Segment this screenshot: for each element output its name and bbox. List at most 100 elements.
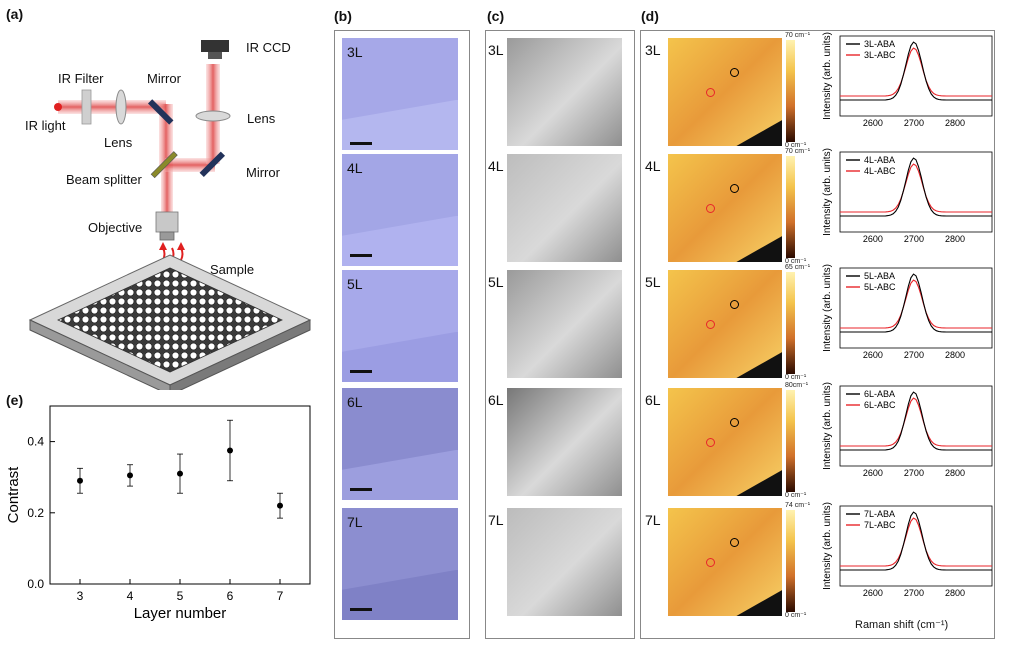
- layer-label: 3L: [347, 44, 363, 60]
- measurement-marker-abc: [706, 320, 715, 329]
- beam-splitter-label: Beam splitter: [66, 172, 142, 187]
- colorbar: [786, 272, 795, 374]
- sample-icon: [28, 254, 312, 390]
- raman-map-tile: [668, 38, 782, 146]
- layer-label: 6L: [488, 392, 504, 408]
- measurement-marker-abc: [706, 88, 715, 97]
- legend-entry: 3L-ABC: [864, 50, 896, 60]
- beam-splitter-icon: [150, 151, 178, 179]
- ir-image-tile: [507, 270, 622, 378]
- data-point: [177, 470, 183, 477]
- ir-light-source-icon: [54, 103, 62, 111]
- layer-label: 6L: [347, 394, 363, 410]
- raman-map-tile: [668, 270, 782, 378]
- panel-label-d: (d): [641, 8, 659, 24]
- lens-icon: [115, 89, 127, 125]
- legend-entry: 7L-ABC: [864, 520, 896, 530]
- spectrum-x-tick: 2600: [863, 118, 883, 128]
- legend-entry: 5L-ABA: [864, 271, 895, 281]
- spectrum-line-abc: [840, 397, 992, 447]
- x-tick-label: 7: [277, 589, 284, 603]
- objective-label: Objective: [88, 220, 143, 235]
- layer-label: 4L: [488, 158, 504, 174]
- data-point: [127, 472, 133, 479]
- spectrum-y-label: Intensity (arb. units): [822, 148, 833, 236]
- y-tick-label: 0.4: [27, 435, 44, 449]
- x-tick-label: 3: [77, 589, 84, 603]
- spectrum-x-tick: 2700: [904, 588, 924, 598]
- colorbar: [786, 390, 795, 492]
- ir-ccd-icon: [201, 40, 229, 52]
- layer-label: 3L: [645, 42, 661, 58]
- spectrum-x-tick: 2800: [945, 234, 965, 244]
- spectrum-line-aba: [840, 511, 992, 571]
- spectrum-x-tick: 2700: [904, 234, 924, 244]
- x-axis-label: Layer number: [134, 605, 227, 622]
- colorbar-min-label: 0 cm⁻¹: [785, 612, 807, 619]
- lens-label: Lens: [104, 135, 133, 150]
- spectrum-y-label: Intensity (arb. units): [822, 502, 833, 590]
- measurement-marker-aba: [730, 184, 739, 193]
- mirror-label: Mirror: [147, 71, 181, 86]
- measurement-marker-aba: [730, 68, 739, 77]
- spectrum-x-tick: 2800: [945, 468, 965, 478]
- ir-filter-icon: [81, 89, 92, 125]
- objective-icon: [155, 211, 179, 241]
- layer-label: 4L: [645, 158, 661, 174]
- colorbar: [786, 40, 795, 142]
- ir-ccd-label: IR CCD: [246, 40, 291, 55]
- spectrum-line-abc: [840, 163, 992, 213]
- spectrum-x-tick: 2600: [863, 588, 883, 598]
- spectrum-y-label: Intensity (arb. units): [822, 382, 833, 470]
- measurement-marker-abc: [706, 438, 715, 447]
- panel-label-e: (e): [6, 392, 24, 408]
- data-point: [277, 502, 283, 509]
- panel-label-c: (c): [487, 8, 505, 24]
- colorbar: [786, 510, 795, 612]
- legend-entry: 6L-ABC: [864, 400, 896, 410]
- data-point: [77, 477, 83, 484]
- spectrum-x-tick: 2600: [863, 234, 883, 244]
- spectrum-x-tick: 2800: [945, 118, 965, 128]
- raman-spectrum-plot: Intensity (arb. units) 2600 2700 2800 6L-ABA…: [822, 382, 993, 478]
- layer-label: 5L: [347, 276, 363, 292]
- mirror-label: Mirror: [246, 165, 280, 180]
- layer-label: 3L: [488, 42, 504, 58]
- legend-entry: 5L-ABC: [864, 282, 896, 292]
- legend-entry: 3L-ABA: [864, 39, 895, 49]
- optical-image-tile: [342, 388, 458, 500]
- raman-spectrum-plot: Intensity (arb. units) 2600 2700 2800 5L-ABA…: [822, 264, 993, 360]
- measurement-marker-abc: [706, 204, 715, 213]
- scale-bar: [350, 254, 372, 257]
- legend-entry: 6L-ABA: [864, 389, 895, 399]
- data-point: [227, 447, 233, 454]
- spectrum-line-aba: [840, 41, 992, 101]
- scale-bar: [350, 370, 372, 373]
- raman-shift-axis-label: Raman shift (cm⁻¹): [855, 619, 949, 631]
- optical-image-tile: [342, 154, 458, 266]
- colorbar-max-label: 65 cm⁻¹: [785, 264, 811, 271]
- colorbar-max-label: 74 cm⁻¹: [785, 502, 811, 509]
- measurement-marker-abc: [706, 558, 715, 567]
- spectrum-x-tick: 2600: [863, 350, 883, 360]
- legend-entry: 4L-ABA: [864, 155, 895, 165]
- optical-image-tile: [342, 270, 458, 382]
- layer-label: 7L: [645, 512, 661, 528]
- spectrum-line-aba: [840, 273, 992, 333]
- scale-bar: [350, 142, 372, 145]
- measurement-marker-aba: [730, 418, 739, 427]
- x-tick-label: 4: [127, 589, 134, 603]
- mirror-icon: [199, 151, 226, 178]
- lens-label: Lens: [247, 111, 276, 126]
- panel-label-a: (a): [6, 6, 24, 22]
- ir-beam-right: [165, 158, 215, 172]
- layer-label: 4L: [347, 160, 363, 176]
- spectrum-x-tick: 2700: [904, 350, 924, 360]
- panel-d-frame: [640, 30, 995, 639]
- raman-spectrum-plot: Intensity (arb. units) 2600 2700 2800 4L-ABA…: [822, 148, 993, 244]
- layer-label: 5L: [645, 274, 661, 290]
- x-tick-label: 6: [227, 589, 234, 603]
- colorbar-min-label: 0 cm⁻¹: [785, 374, 807, 381]
- raman-spectrum-plot: Intensity (arb. units) 2600 2700 2800 3L-ABA…: [822, 32, 993, 128]
- ir-light-label: IR light: [25, 118, 66, 133]
